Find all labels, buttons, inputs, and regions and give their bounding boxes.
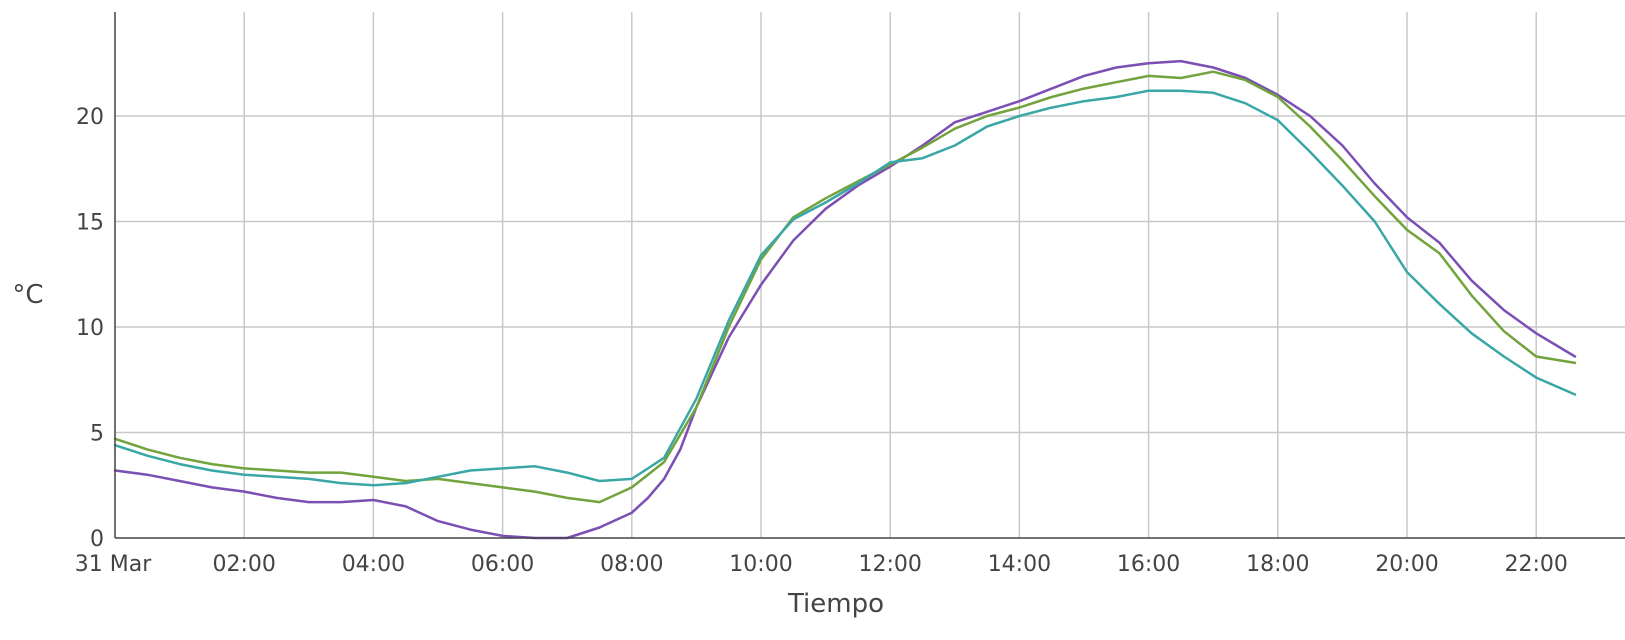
x-tick-label: 22:00 [1504, 552, 1567, 577]
x-tick-label: 20:00 [1375, 552, 1438, 577]
x-tick-label: 16:00 [1117, 552, 1180, 577]
x-tick-label: 10:00 [729, 552, 792, 577]
x-tick-label: 12:00 [858, 552, 921, 577]
x-tick-label: 04:00 [342, 552, 405, 577]
series-lines [113, 59, 1577, 540]
x-tick-label: 08:00 [600, 552, 663, 577]
x-axis-title: Tiempo [787, 589, 884, 619]
tick-labels: 31 Mar 02:00 04:00 06:00 08:00 10:00 12:00 14:0… [75, 105, 1568, 577]
y-tick-label: 20 [76, 105, 104, 130]
series-line-1 [113, 59, 1577, 540]
y-axis-title: °C [12, 280, 43, 310]
x-tick-label: 14:00 [988, 552, 1051, 577]
series-line-3 [113, 89, 1577, 487]
y-tick-label: 0 [90, 527, 104, 552]
x-tick-label: 06:00 [471, 552, 534, 577]
x-tick-label: 31 Mar [75, 552, 152, 577]
y-tick-label: 15 [76, 211, 104, 236]
y-tick-label: 5 [90, 422, 104, 447]
x-tick-label: 02:00 [212, 552, 275, 577]
series-line-2 [113, 70, 1577, 504]
x-tick-label: 18:00 [1246, 552, 1309, 577]
axes [114, 12, 1625, 539]
grid-lines [115, 12, 1625, 538]
y-tick-label: 10 [76, 316, 104, 341]
